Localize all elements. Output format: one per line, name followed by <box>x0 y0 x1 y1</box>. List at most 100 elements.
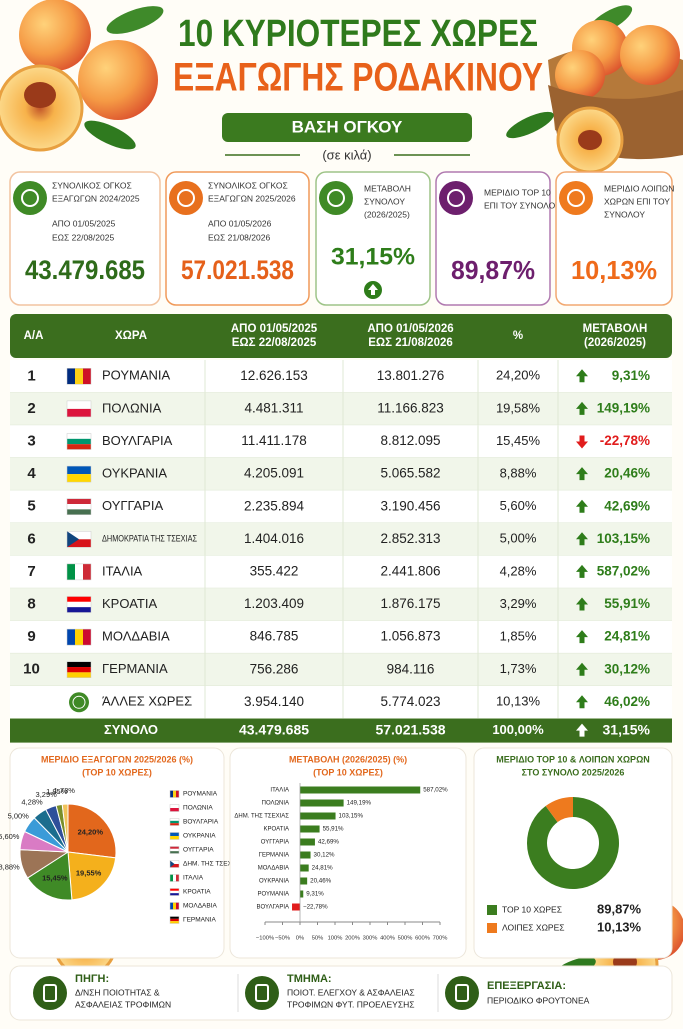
card <box>165 171 310 306</box>
card-value: 89,87% <box>451 255 535 285</box>
legend-label: ΙΤΑΛΙΑ <box>183 875 204 882</box>
donut-slice <box>545 797 573 823</box>
x-tick-label: 500% <box>398 936 413 942</box>
card-icon <box>439 181 473 215</box>
card-label: ΣΥΝΟΛΟΥ <box>604 209 645 219</box>
flag <box>176 902 179 910</box>
value-2026: 8.812.095 <box>380 433 440 448</box>
flag <box>173 902 176 910</box>
value-2025: 12.626.153 <box>240 368 308 383</box>
pie-label: 15,45% <box>42 874 68 883</box>
flag <box>170 921 179 924</box>
bar <box>300 864 309 872</box>
value-2025: 1.404.016 <box>244 531 304 546</box>
bar-category: ΔΗΜ. ΤΗΣ ΤΣΕΧΙΑΣ <box>234 814 289 820</box>
table-row <box>10 686 672 719</box>
pie-label: 4,28% <box>21 798 43 807</box>
flag <box>170 846 179 849</box>
total-2026: 57.021.538 <box>375 721 445 737</box>
table-row <box>10 555 672 589</box>
pie-label: 5,00% <box>8 812 30 821</box>
trend-arrow <box>576 695 588 709</box>
bar-value: −22,78% <box>303 904 328 911</box>
flag <box>67 661 91 668</box>
card-icon <box>319 181 353 215</box>
bar-value: 20,46% <box>310 878 331 885</box>
footer-text: ΠΕΡΙΟΔΙΚΟ ΦΡΟΥΤΟΝΕΑ <box>487 995 590 1005</box>
chart-subtitle: ΣΤΟ ΣΥΝΟΛΟ 2025/2026 <box>522 767 625 777</box>
flag <box>75 563 83 580</box>
legend-label: ΠΟΛΩΝΙΑ <box>183 805 213 812</box>
card-label: ΜΕΤΑΒΟΛΗ <box>364 183 411 193</box>
table-row <box>10 490 672 523</box>
footer-title: ΤΜΗΜΑ: <box>287 973 332 985</box>
bar-value: 149,19% <box>347 800 372 807</box>
flag-border <box>66 563 92 581</box>
flag <box>67 531 79 548</box>
rank: 3 <box>27 432 35 449</box>
share: 5,00% <box>500 531 537 546</box>
bar <box>300 812 336 820</box>
flag-border <box>169 818 180 826</box>
legend-label: TOP 10 ΧΩΡΕΣ <box>502 904 562 914</box>
bar-value: 55,91% <box>323 826 344 833</box>
country: ΙΤΑΛΙΑ <box>102 563 143 578</box>
value-2026: 11.166.823 <box>377 400 444 415</box>
change: 20,46% <box>604 466 650 481</box>
country: ΆΛΛΕΣ ΧΩΡΕΣ <box>102 694 192 709</box>
share: 4,28% <box>500 563 537 578</box>
change: 103,15% <box>597 531 650 546</box>
bar-category: ΡΟΥΜΑΝΙΑ <box>258 892 289 898</box>
trend-arrow <box>576 723 588 737</box>
flag-border <box>169 902 180 910</box>
flag <box>67 601 91 608</box>
flag <box>67 531 91 540</box>
legend-label: ΡΟΥΜΑΝΙΑ <box>183 791 218 798</box>
bar <box>300 825 320 833</box>
card-label: ΣΥΝΟΛΟΥ <box>364 196 405 206</box>
pie-slice <box>61 803 69 853</box>
value-2026: 3.190.456 <box>380 498 440 513</box>
bar-category: ΜΟΛΔΑΒΙΑ <box>258 866 289 872</box>
flag <box>170 820 179 824</box>
value-2026: 984.116 <box>387 661 435 676</box>
bar <box>300 838 315 846</box>
share: 8,88% <box>500 466 537 481</box>
legend-label: ΜΟΛΔΑΒΙΑ <box>183 903 218 910</box>
flag <box>67 368 75 385</box>
footer-icon-glyph <box>455 984 469 1002</box>
flag <box>173 874 176 882</box>
flag <box>170 874 173 882</box>
flag <box>170 916 179 919</box>
legend-value: 10,13% <box>597 919 642 934</box>
total-2025: 43.479.685 <box>239 721 309 737</box>
card-value: 10,13% <box>571 255 657 285</box>
flag <box>67 466 91 475</box>
card-icon-glyph <box>447 189 465 207</box>
card-period: ΕΩΣ 21/08/2026 <box>208 232 270 242</box>
donut-slice <box>526 797 619 889</box>
flag <box>75 368 83 385</box>
footer-text: ΤΡΟΦΙΜΩΝ ΦΥΤ. ΠΡΟΕΛΕΥΣΗΣ <box>287 999 414 1009</box>
bar-category: ΟΥΚΡΑΝΙΑ <box>259 879 289 885</box>
pie-label: 8,88% <box>0 863 20 872</box>
x-tick-label: 100% <box>328 936 343 942</box>
footer-bg <box>9 965 673 1021</box>
bar <box>300 851 311 859</box>
flag-border <box>169 804 180 812</box>
value-2025: 1.203.409 <box>244 596 304 611</box>
rank: 7 <box>27 563 35 580</box>
card-icon-glyph <box>177 189 195 207</box>
flag <box>67 672 91 678</box>
flag <box>170 818 179 821</box>
value-2026: 2.852.313 <box>380 531 440 546</box>
flag-border <box>169 790 180 798</box>
flag <box>170 860 179 864</box>
bar-value: 24,81% <box>312 865 333 872</box>
bar-value: 103,15% <box>339 813 364 820</box>
change: 30,12% <box>604 661 650 676</box>
title: ΕΞΑΓΩΓΗΣ ΡΟΔΑΚΙΝΟΥ <box>173 56 543 100</box>
flag <box>170 860 175 868</box>
value-2026: 1.876.175 <box>380 596 440 611</box>
